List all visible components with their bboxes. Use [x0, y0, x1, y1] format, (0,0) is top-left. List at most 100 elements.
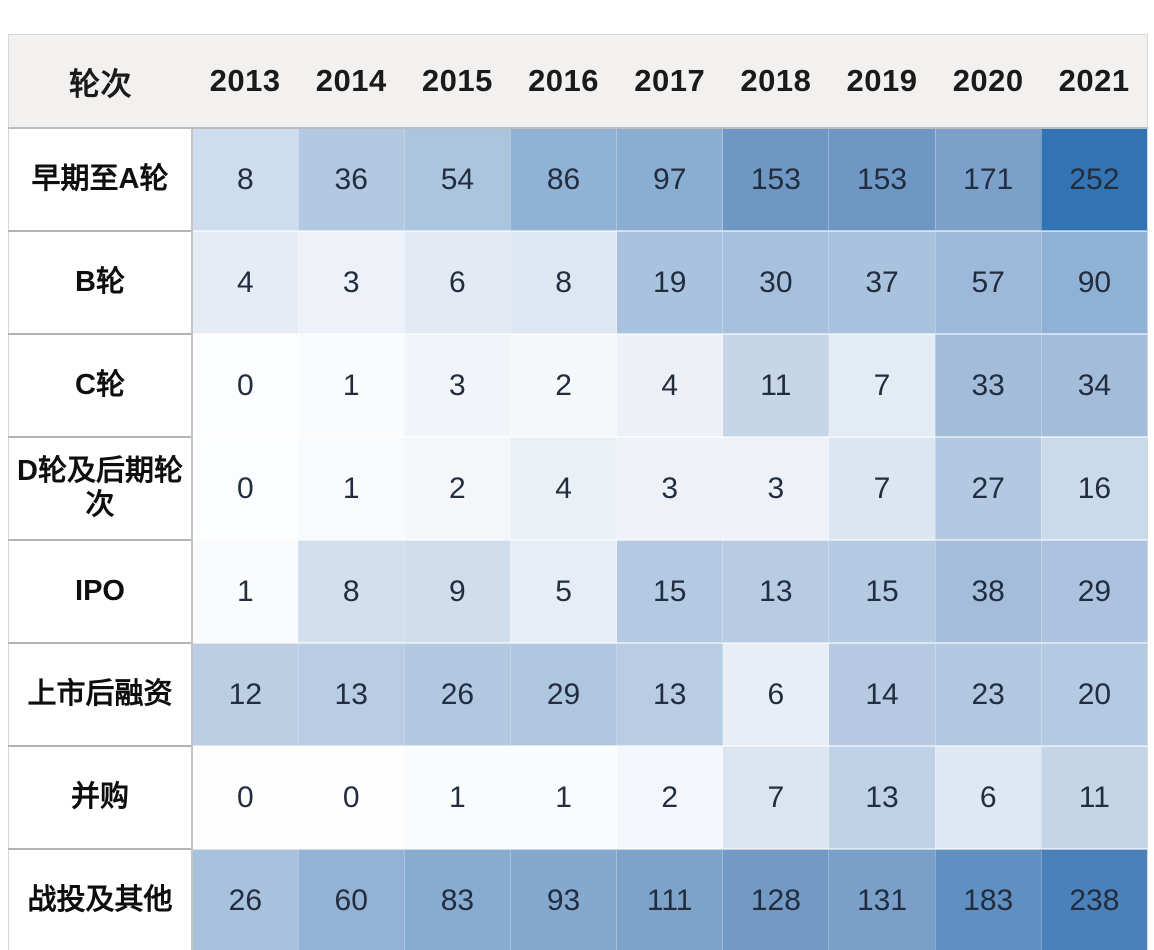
data-cell: 6: [403, 230, 511, 334]
data-cell: 1: [509, 745, 617, 849]
data-cell: 97: [616, 127, 723, 231]
data-cell: 6: [934, 745, 1042, 849]
data-cell: 30: [722, 230, 829, 334]
data-cell: 6: [722, 642, 829, 746]
data-cell: 1: [403, 745, 511, 849]
data-cell: 8: [191, 127, 299, 231]
data-cell: 36: [297, 127, 405, 231]
data-cell: 54: [403, 127, 511, 231]
row-label: D轮及后期轮次: [8, 436, 193, 540]
data-cell: 38: [934, 539, 1042, 643]
row-label: 早期至A轮: [8, 127, 193, 231]
table-row: B轮 4 3 6 8 19 30 37 57 90: [8, 230, 1148, 334]
data-cell: 29: [509, 642, 617, 746]
data-cell: 0: [191, 436, 299, 540]
data-cell: 3: [297, 230, 405, 334]
row-label: 并购: [8, 745, 193, 849]
data-cell: 2: [403, 436, 511, 540]
data-cell: 7: [828, 436, 936, 540]
header-year-2014: 2014: [298, 34, 405, 129]
data-cell: 12: [191, 642, 299, 746]
data-cell: 0: [191, 333, 299, 437]
data-cell: 14: [828, 642, 936, 746]
header-year-2015: 2015: [404, 34, 511, 129]
data-cell: 27: [934, 436, 1042, 540]
data-cell: 15: [828, 539, 936, 643]
data-cell: 0: [191, 745, 299, 849]
data-cell: 128: [722, 848, 829, 950]
header-year-2021: 2021: [1041, 34, 1148, 129]
data-cell: 252: [1040, 127, 1148, 231]
data-cell: 3: [722, 436, 829, 540]
data-cell: 34: [1040, 333, 1148, 437]
data-cell: 8: [297, 539, 405, 643]
data-cell: 20: [1040, 642, 1148, 746]
data-cell: 90: [1040, 230, 1148, 334]
table-row: 早期至A轮 8 36 54 86 97 153 153 171 252: [8, 127, 1148, 231]
data-cell: 86: [509, 127, 617, 231]
data-cell: 29: [1040, 539, 1148, 643]
data-cell: 1: [297, 436, 405, 540]
header-year-2013: 2013: [192, 34, 299, 129]
header-year-2018: 2018: [722, 34, 829, 129]
table-row: D轮及后期轮次 0 1 2 4 3 3 7 27 16: [8, 436, 1148, 540]
header-round-label: 轮次: [8, 34, 192, 129]
data-cell: 13: [616, 642, 723, 746]
data-cell: 8: [509, 230, 617, 334]
header-year-2019: 2019: [828, 34, 936, 129]
data-cell: 2: [509, 333, 617, 437]
data-cell: 183: [934, 848, 1042, 950]
row-label: IPO: [8, 539, 193, 643]
table-row: IPO 1 8 9 5 15 13 15 38 29: [8, 539, 1148, 643]
data-cell: 93: [509, 848, 617, 950]
data-cell: 111: [616, 848, 723, 950]
header-year-2016: 2016: [510, 34, 617, 129]
data-cell: 1: [191, 539, 299, 643]
data-cell: 4: [509, 436, 617, 540]
data-cell: 83: [403, 848, 511, 950]
data-cell: 16: [1040, 436, 1148, 540]
table-row: C轮 0 1 3 2 4 11 7 33 34: [8, 333, 1148, 437]
data-cell: 57: [934, 230, 1042, 334]
data-cell: 3: [403, 333, 511, 437]
funding-rounds-by-year-heatmap: 轮次 2013 2014 2015 2016 2017 2018 2019 20…: [8, 34, 1148, 950]
row-label: C轮: [8, 333, 193, 437]
data-cell: 1: [297, 333, 405, 437]
data-cell: 19: [616, 230, 723, 334]
data-cell: 3: [616, 436, 723, 540]
data-cell: 131: [828, 848, 936, 950]
data-cell: 11: [1040, 745, 1148, 849]
table-row: 战投及其他 26 60 83 93 111 128 131 183 238: [8, 848, 1148, 950]
data-cell: 11: [722, 333, 829, 437]
data-cell: 4: [616, 333, 723, 437]
table-row: 并购 0 0 1 1 2 7 13 6 11: [8, 745, 1148, 849]
data-cell: 7: [828, 333, 936, 437]
data-cell: 2: [616, 745, 723, 849]
data-cell: 171: [934, 127, 1042, 231]
data-cell: 0: [297, 745, 405, 849]
data-cell: 33: [934, 333, 1042, 437]
row-label: 战投及其他: [8, 848, 193, 950]
table-row: 上市后融资 12 13 26 29 13 6 14 23 20: [8, 642, 1148, 746]
data-cell: 13: [722, 539, 829, 643]
data-cell: 13: [297, 642, 405, 746]
header-year-2017: 2017: [616, 34, 723, 129]
data-cell: 238: [1040, 848, 1148, 950]
table-header: 轮次 2013 2014 2015 2016 2017 2018 2019 20…: [8, 34, 1148, 129]
header-year-2020: 2020: [935, 34, 1042, 129]
data-cell: 153: [722, 127, 829, 231]
data-cell: 26: [403, 642, 511, 746]
table-body: 早期至A轮 8 36 54 86 97 153 153 171 252 B轮 4 3 6 8 19 30 37 57…: [8, 127, 1148, 950]
data-cell: 15: [616, 539, 723, 643]
row-label: 上市后融资: [8, 642, 193, 746]
data-cell: 37: [828, 230, 936, 334]
data-cell: 13: [828, 745, 936, 849]
data-cell: 7: [722, 745, 829, 849]
header-row: 轮次 2013 2014 2015 2016 2017 2018 2019 20…: [8, 34, 1148, 129]
data-cell: 5: [509, 539, 617, 643]
data-cell: 26: [191, 848, 299, 950]
data-cell: 4: [191, 230, 299, 334]
data-cell: 9: [403, 539, 511, 643]
row-label: B轮: [8, 230, 193, 334]
